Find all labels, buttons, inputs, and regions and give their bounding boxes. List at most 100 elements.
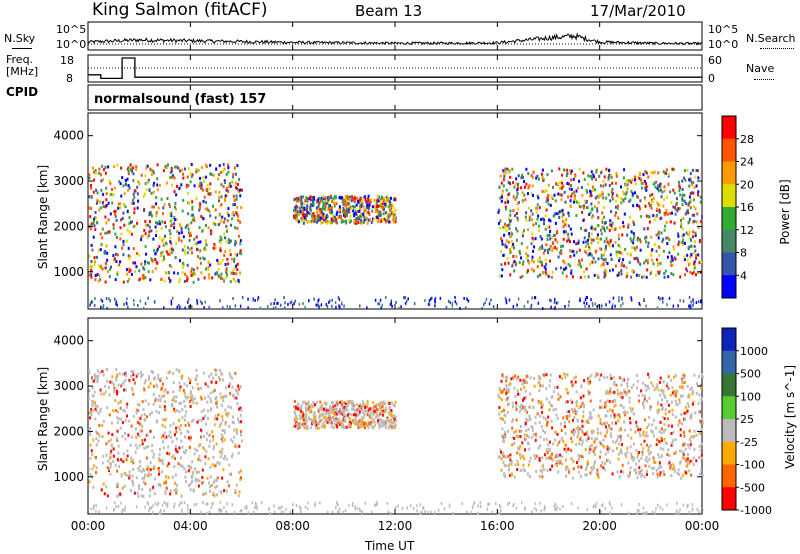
heatmap-cell	[542, 271, 545, 275]
heatmap-cell	[640, 474, 643, 478]
heatmap-cell	[123, 471, 126, 475]
heatmap-cell	[312, 218, 315, 222]
heatmap-cell	[215, 271, 218, 275]
heatmap-cell	[387, 216, 390, 220]
heatmap-cell	[189, 180, 192, 184]
heatmap-cell	[174, 448, 177, 452]
heatmap-cell	[214, 414, 217, 418]
heatmap-cell	[119, 426, 122, 430]
heatmap-cell	[688, 295, 691, 299]
heatmap-cell	[151, 487, 154, 491]
heatmap-cell	[126, 268, 128, 272]
heatmap-cell	[531, 429, 534, 433]
heatmap-cell	[170, 211, 173, 215]
heatmap-cell	[597, 257, 600, 261]
heatmap-cell	[127, 184, 130, 187]
heatmap-cell	[150, 369, 153, 373]
heatmap-cell	[572, 428, 575, 432]
heatmap-cell	[169, 430, 172, 434]
heatmap-cell	[360, 221, 363, 225]
heatmap-cell	[188, 445, 191, 449]
heatmap-cell	[320, 221, 323, 225]
heatmap-cell	[234, 280, 237, 284]
heatmap-cell	[144, 302, 147, 305]
heatmap-cell	[599, 184, 602, 188]
heatmap-cell	[668, 251, 671, 255]
heatmap-cell	[209, 440, 212, 444]
heatmap-cell	[167, 371, 170, 375]
heatmap-cell	[563, 190, 566, 194]
heatmap-cell	[556, 182, 559, 186]
heatmap-cell	[595, 445, 598, 449]
heatmap-cell	[219, 490, 222, 494]
heatmap-cell	[325, 216, 328, 220]
heatmap-cell	[363, 409, 366, 413]
heatmap-cell	[223, 395, 226, 398]
heatmap-cell	[317, 196, 320, 200]
heatmap-cell	[93, 178, 96, 182]
heatmap-cell	[172, 381, 175, 385]
heatmap-cell	[700, 442, 703, 446]
heatmap-cell	[683, 241, 686, 245]
heatmap-cell	[117, 202, 120, 206]
heatmap-cell	[545, 423, 548, 427]
heatmap-cell	[128, 378, 131, 382]
heatmap-cell	[692, 191, 695, 195]
heatmap-cell	[687, 211, 690, 215]
heatmap-cell	[603, 275, 606, 279]
heatmap-cell	[384, 423, 387, 427]
heatmap-cell	[618, 475, 621, 479]
heatmap-cell	[517, 435, 520, 438]
heatmap-cell	[697, 253, 700, 257]
heatmap-cell	[215, 405, 218, 409]
heatmap-cell	[600, 247, 603, 251]
heatmap-cell	[500, 181, 503, 185]
heatmap-cell	[222, 378, 225, 382]
heatmap-cell	[102, 205, 105, 209]
heatmap-cell	[187, 297, 190, 301]
heatmap-cell	[119, 237, 122, 241]
heatmap-cell	[235, 197, 238, 201]
heatmap-cell	[678, 419, 681, 423]
heatmap-cell	[549, 298, 551, 302]
heatmap-cell	[502, 454, 505, 458]
heatmap-cell	[225, 276, 228, 280]
heatmap-cell	[621, 233, 624, 237]
heatmap-cell	[687, 453, 689, 456]
heatmap-cell	[336, 210, 339, 214]
heatmap-cell	[629, 406, 632, 410]
heatmap-cell	[95, 455, 97, 459]
heatmap-cell	[594, 302, 596, 306]
heatmap-cell	[636, 203, 638, 207]
heatmap-cell	[500, 417, 503, 421]
heatmap-cell	[505, 384, 508, 388]
heatmap-cell	[327, 418, 330, 422]
heatmap-cell	[666, 503, 668, 507]
heatmap-cell	[189, 392, 192, 396]
heatmap-cell	[327, 416, 330, 420]
heatmap-cell	[689, 443, 692, 447]
heatmap-cell	[516, 188, 519, 192]
heatmap-cell	[699, 200, 702, 204]
heatmap-cell	[656, 409, 659, 413]
heatmap-cell	[183, 279, 186, 283]
heatmap-cell	[103, 492, 106, 496]
heatmap-cell	[688, 184, 691, 188]
heatmap-cell	[688, 395, 691, 399]
heatmap-cell	[629, 179, 631, 183]
heatmap-cell	[603, 175, 606, 179]
heatmap-cell	[180, 183, 183, 187]
heatmap-cell	[199, 249, 202, 253]
heatmap-cell	[563, 372, 566, 376]
heatmap-cell	[697, 190, 700, 194]
heatmap-cell	[167, 475, 170, 479]
heatmap-cell	[699, 195, 702, 199]
heatmap-cell	[388, 197, 391, 201]
heatmap-cell	[344, 405, 347, 409]
heatmap-cell	[181, 464, 184, 468]
heatmap-cell	[168, 202, 171, 206]
heatmap-cell	[582, 204, 585, 208]
heatmap-cell	[500, 391, 503, 394]
heatmap-cell	[539, 444, 542, 448]
heatmap-cell	[506, 387, 509, 391]
